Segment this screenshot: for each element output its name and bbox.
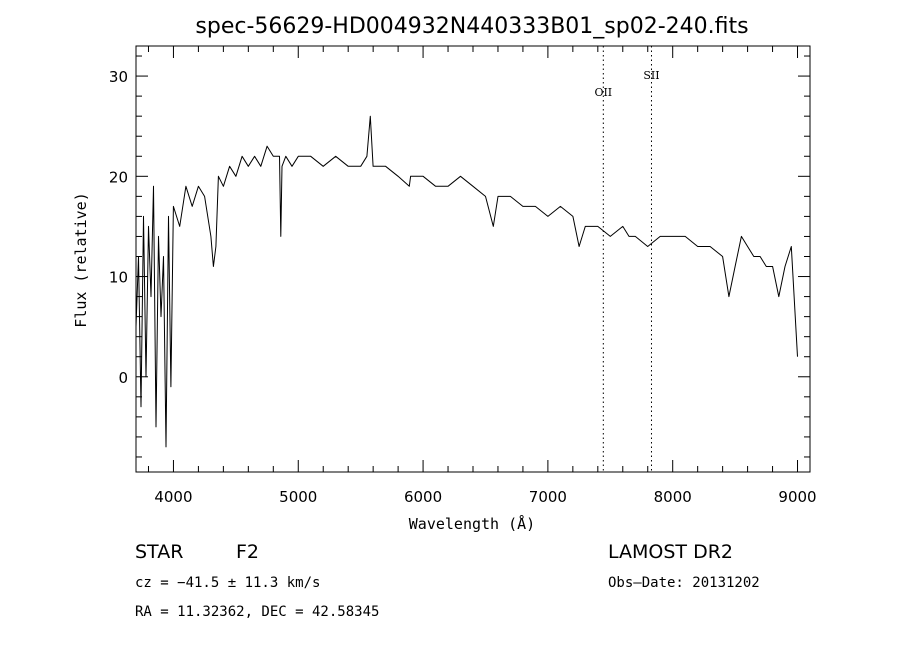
y-tick-label: 20	[109, 168, 128, 186]
x-tick-label: 8000	[654, 488, 692, 506]
object-class-label: STAR	[135, 541, 184, 563]
plot-area: 4000 5000 6000 7000 8000 9000 0 10 20 30 OII SII	[109, 45, 817, 506]
y-axis-label: Flux (relative)	[72, 192, 90, 327]
y-tick-label: 0	[118, 369, 128, 387]
x-tick-label: 5000	[279, 488, 317, 506]
x-tick-label: 7000	[529, 488, 567, 506]
plot-frame	[135, 45, 811, 473]
chart-title: spec-56629-HD004932N440333B01_sp02-240.f…	[195, 14, 748, 39]
x-tick-label: 9000	[778, 488, 816, 506]
y-tick-label: 10	[109, 269, 128, 287]
x-axis-label: Wavelength (Å)	[409, 514, 535, 533]
subclass-label: F2	[236, 541, 260, 563]
x-tick-label: 4000	[154, 488, 192, 506]
y-tick-label: 30	[109, 68, 128, 86]
spectrum-line	[135, 115, 798, 448]
cz-label: cz = −41.5 ± 11.3 km/s	[135, 575, 321, 591]
obs-date-label: Obs–Date: 20131202	[608, 575, 760, 591]
x-tick-label: 6000	[404, 488, 442, 506]
line-marker-label: OII	[594, 86, 612, 99]
line-marker-label: SII	[643, 69, 659, 82]
coords-label: RA = 11.32362, DEC = 42.58345	[135, 604, 380, 620]
survey-label: LAMOST DR2	[608, 541, 733, 563]
